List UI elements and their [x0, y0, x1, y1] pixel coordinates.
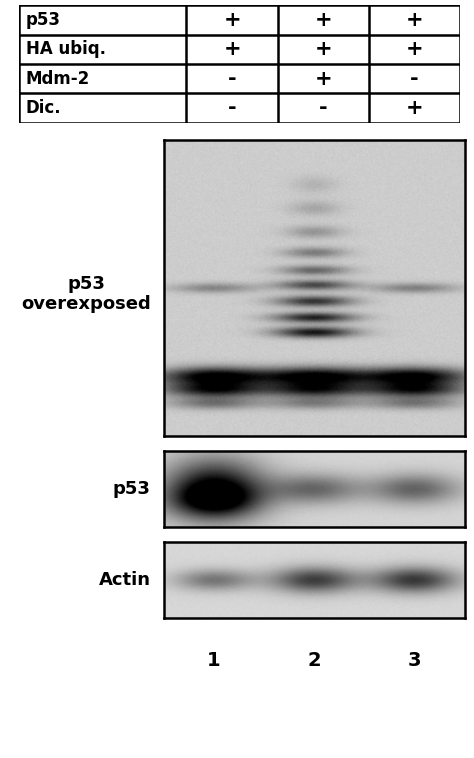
Text: p53: p53 [113, 480, 151, 498]
Text: 2: 2 [307, 650, 321, 670]
Text: +: + [223, 39, 241, 59]
Text: +: + [406, 10, 423, 30]
Text: -: - [319, 98, 328, 118]
Text: Mdm-2: Mdm-2 [26, 70, 90, 88]
Text: HA ubiq.: HA ubiq. [26, 40, 106, 58]
Text: Actin: Actin [99, 571, 151, 589]
Text: +: + [315, 10, 332, 30]
Text: -: - [410, 69, 419, 89]
Text: 3: 3 [408, 650, 421, 670]
Text: p53
overexposed: p53 overexposed [21, 274, 151, 313]
Text: +: + [315, 39, 332, 59]
Text: p53: p53 [26, 11, 61, 29]
Text: +: + [406, 39, 423, 59]
Text: -: - [228, 98, 237, 118]
Text: +: + [223, 10, 241, 30]
Text: 1: 1 [207, 650, 220, 670]
Text: +: + [315, 69, 332, 89]
Text: -: - [228, 69, 237, 89]
Text: +: + [406, 98, 423, 118]
Text: Dic.: Dic. [26, 99, 61, 117]
